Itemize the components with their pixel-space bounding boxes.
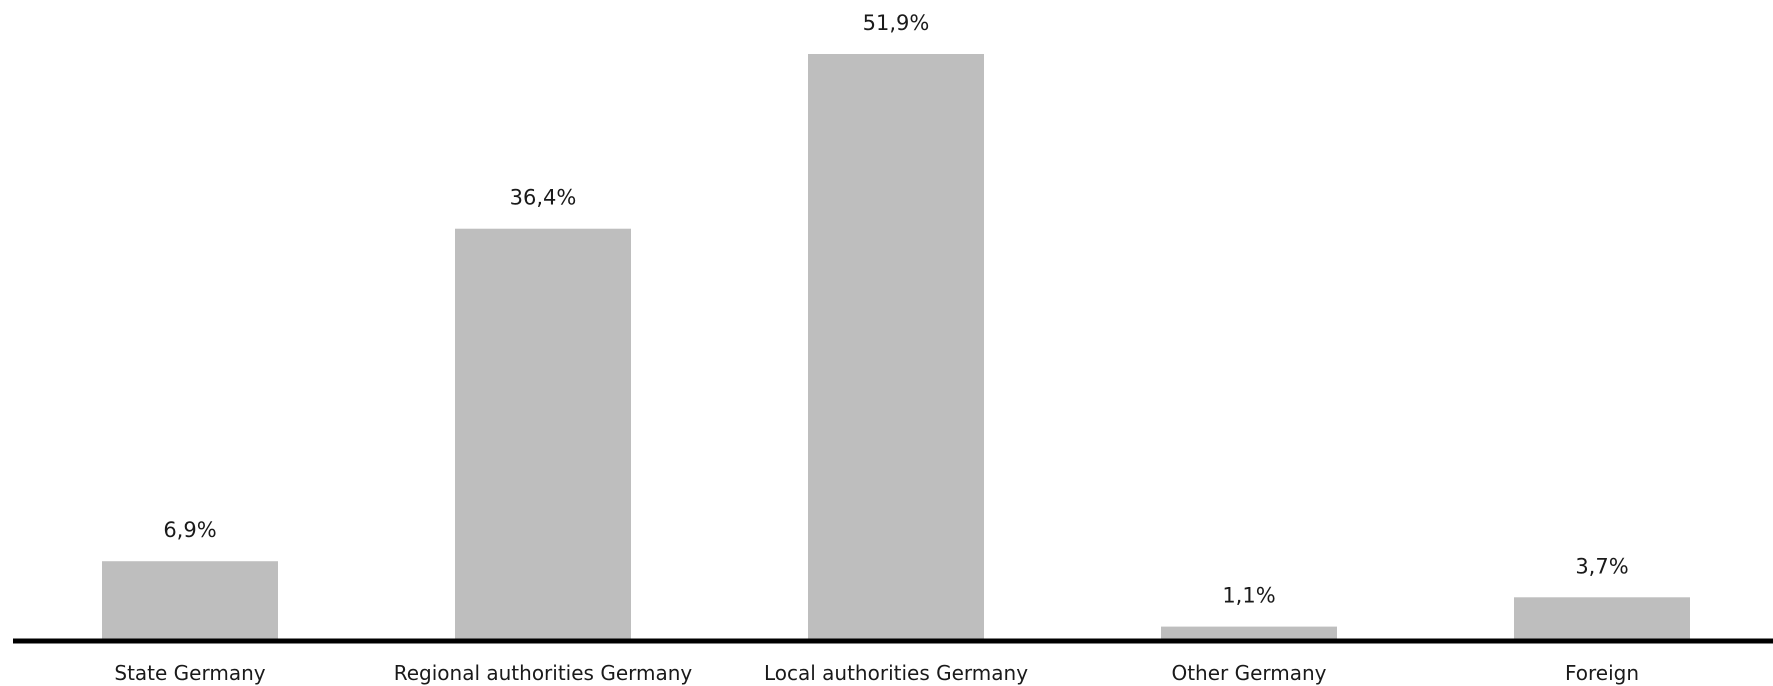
data-label: 51,9% (863, 11, 930, 35)
bar (1161, 626, 1337, 639)
data-label: 36,4% (510, 186, 577, 210)
category-label: Other Germany (1171, 661, 1326, 685)
data-label: 6,9% (163, 518, 216, 542)
category-label: State Germany (114, 661, 265, 685)
bars-group (102, 54, 1690, 639)
category-label: Foreign (1565, 661, 1639, 685)
bar (1514, 597, 1690, 639)
bar (102, 561, 278, 639)
bar (808, 54, 984, 639)
category-label: Regional authorities Germany (394, 661, 693, 685)
value-labels-group: 6,9% 36,4% 51,9% 1,1% 3,7% (163, 11, 1628, 608)
category-labels-group: State Germany Regional authorities German… (114, 661, 1639, 685)
data-label: 3,7% (1575, 554, 1628, 578)
data-label: 1,1% (1222, 584, 1275, 608)
bar (455, 228, 631, 639)
category-label: Local authorities Germany (764, 661, 1028, 685)
